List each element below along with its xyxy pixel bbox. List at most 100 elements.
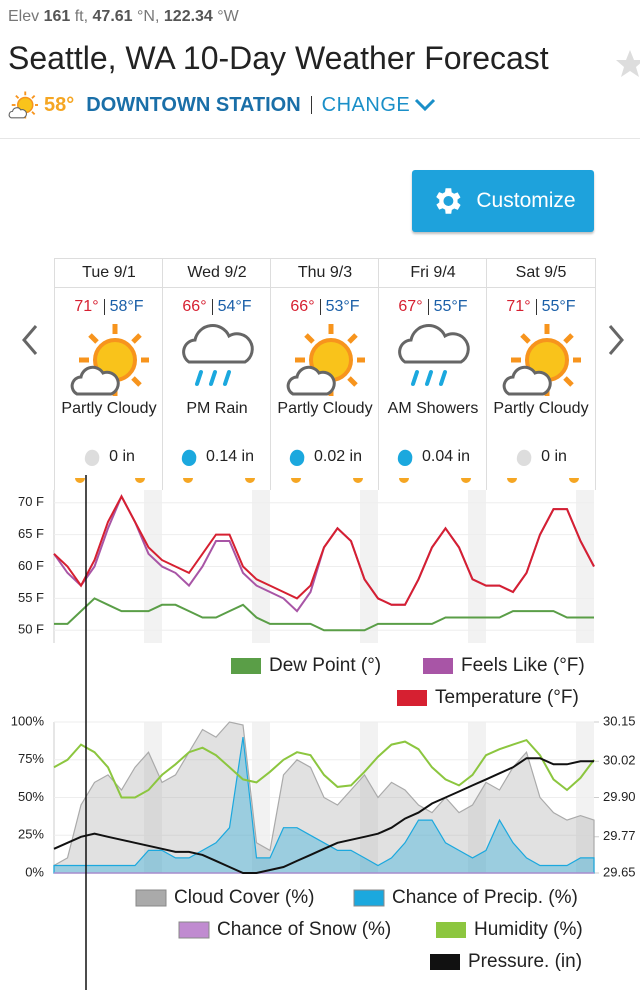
- y-tick-label: 0%: [25, 864, 44, 879]
- sun-marker: [135, 478, 145, 483]
- precip: 0.02 in: [271, 448, 379, 466]
- day-column[interactable]: Fri 9/4 67° 55°F AM Showers 0.04 in: [378, 258, 487, 490]
- condition: Partly Cloudy: [493, 400, 589, 417]
- day-column[interactable]: Thu 9/3 66° 53°F Partly Cloudy 0.02 in: [270, 258, 379, 490]
- precip-amount: 0.14 in: [205, 448, 255, 465]
- precip: 0 in: [55, 448, 163, 466]
- low-temp: 53°F: [325, 298, 360, 315]
- legend-swatch: [178, 921, 210, 939]
- separator: [535, 299, 537, 315]
- line: [53, 738, 595, 799]
- sun-marker: [569, 478, 579, 483]
- station[interactable]: DOWNTOWN STATION: [86, 93, 301, 116]
- high-low: 66° 54°F: [163, 298, 271, 316]
- sun-marker: [183, 478, 193, 483]
- sun-marker: [461, 478, 471, 483]
- separator: [427, 299, 429, 315]
- day-column[interactable]: Sat 9/5 71° 55°F Partly Cloudy 0 in: [486, 258, 596, 490]
- day-label: Fri 9/4: [379, 258, 487, 288]
- legend-label: Chance of Snow (%): [217, 919, 391, 940]
- legend-swatch: [430, 954, 460, 970]
- gear-icon: [436, 188, 461, 214]
- day-label: Sat 9/5: [487, 258, 595, 288]
- change-link[interactable]: CHANGE: [321, 93, 411, 116]
- high-low: 66° 53°F: [271, 298, 379, 316]
- high-temp: 66°: [182, 298, 207, 315]
- y-tick-label: 60 F: [18, 558, 44, 573]
- precip-amount: 0.04 in: [421, 448, 471, 465]
- low-temp: 55°F: [541, 298, 576, 315]
- y-tick-label: 75%: [18, 751, 44, 766]
- high-temp: 66°: [290, 298, 315, 315]
- next-arrow[interactable]: [604, 322, 628, 366]
- y2-tick-label: 29.77: [603, 828, 636, 843]
- condition: PM Rain: [186, 400, 248, 417]
- current-temp: 58°: [44, 93, 75, 116]
- legend-label: Cloud Cover (%): [174, 887, 314, 908]
- elevation: 161: [43, 8, 71, 25]
- day-column[interactable]: Wed 9/2 66° 54°F PM Rain 0.14 in: [162, 258, 271, 490]
- change-chevron[interactable]: [410, 95, 440, 115]
- y-tick-label: 100%: [11, 713, 45, 728]
- y-tick-label: 70 F: [18, 494, 44, 509]
- sun-marker: [245, 478, 255, 483]
- lon-unit: °W: [217, 8, 239, 25]
- precip: 0.04 in: [379, 448, 487, 466]
- sun-marker: [507, 478, 517, 483]
- favorite-star[interactable]: [616, 48, 640, 78]
- high-temp: 71°: [74, 298, 99, 315]
- separator: [211, 299, 213, 315]
- elev-label: Elev: [8, 8, 40, 25]
- legend-swatch: [397, 690, 427, 706]
- legend-swatch: [423, 658, 453, 674]
- latitude: 47.61: [92, 8, 133, 25]
- high-low: 67° 55°F: [379, 298, 487, 316]
- area: [53, 721, 595, 874]
- y-tick-label: 50%: [18, 789, 44, 804]
- legend-swatch: [135, 889, 167, 907]
- customize-label[interactable]: Customize: [476, 189, 576, 212]
- high-temp: 71°: [506, 298, 531, 315]
- y-tick-label: 50 F: [18, 622, 44, 637]
- elevation-line: Elev 161 ft, 47.61 °N, 122.34 °W: [8, 8, 239, 26]
- line: [53, 757, 594, 874]
- prev-arrow[interactable]: [18, 322, 42, 366]
- customize-button[interactable]: Customize: [412, 170, 594, 232]
- y2-tick-label: 29.65: [603, 864, 636, 879]
- condition: Partly Cloudy: [277, 400, 373, 417]
- precip-amount: 0.02 in: [313, 448, 363, 465]
- page-title: Seattle, WA 10-Day Weather Forecast: [8, 40, 549, 76]
- high-temp: 67°: [398, 298, 423, 315]
- separator: [103, 299, 105, 315]
- low-temp: 58°F: [109, 298, 144, 315]
- longitude: 122.34: [163, 8, 213, 25]
- day-column[interactable]: Tue 9/1 71° 58°F Partly Cloudy 0 in: [54, 258, 163, 490]
- low-temp: 54°F: [217, 298, 252, 315]
- elev-unit: ft,: [74, 8, 89, 25]
- day-label: Wed 9/2: [163, 258, 271, 288]
- high-low: 71° 55°F: [487, 298, 595, 316]
- legend-label: Humidity (%): [474, 919, 583, 940]
- legend-label: Pressure. (in): [468, 951, 582, 972]
- separator: [319, 299, 321, 315]
- day-label: Thu 9/3: [271, 258, 379, 288]
- sun-marker: [291, 478, 301, 483]
- y2-tick-label: 29.90: [603, 789, 636, 804]
- lat-unit: °N,: [137, 8, 160, 25]
- legend-swatch: [353, 889, 385, 907]
- precip-amount: 0 in: [109, 448, 135, 465]
- legend-swatch: [436, 922, 466, 938]
- line: [53, 494, 595, 613]
- sun-marker: [399, 478, 409, 483]
- y2-tick-label: 30.15: [603, 713, 636, 728]
- precip: 0.14 in: [163, 448, 271, 466]
- legend-label: Temperature (°F): [435, 687, 579, 708]
- y-tick-label: 55 F: [18, 590, 44, 605]
- divider: [0, 138, 640, 139]
- legend-label: Chance of Precip. (%): [392, 887, 578, 908]
- condition: AM Showers: [387, 400, 479, 417]
- high-low: 71° 58°F: [55, 298, 163, 316]
- line: [54, 597, 594, 632]
